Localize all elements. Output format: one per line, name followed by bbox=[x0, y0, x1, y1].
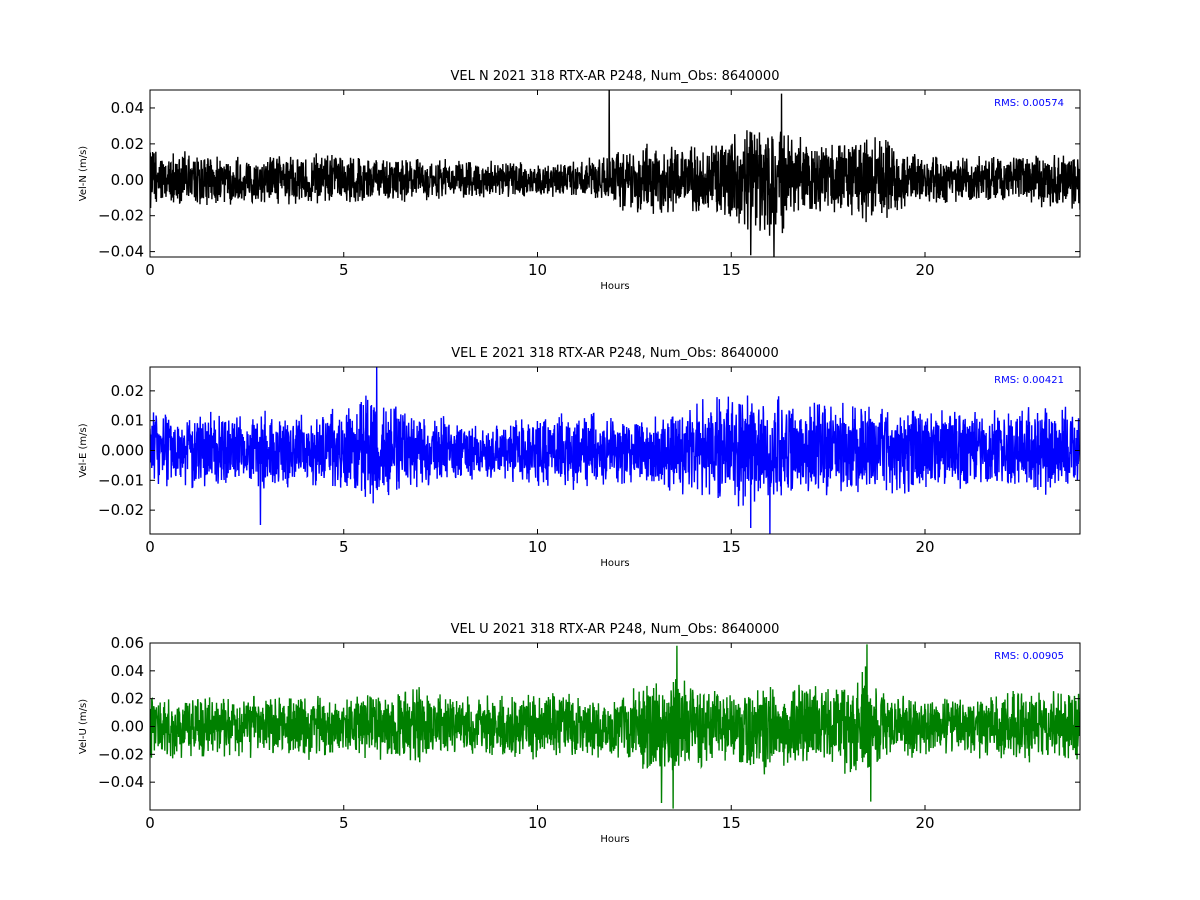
y-tick-label: 0.02 bbox=[111, 690, 144, 708]
x-tick-label: 15 bbox=[722, 538, 741, 556]
y-tick-label: 0.01 bbox=[111, 412, 144, 430]
y-tick-label: 0.04 bbox=[111, 99, 144, 117]
x-tick-label: 15 bbox=[722, 261, 741, 279]
y-axis-label: Vel-E (m/s) bbox=[78, 423, 89, 477]
y-tick-label: 0.000 bbox=[101, 442, 144, 460]
y-tick-label: −0.02 bbox=[98, 207, 144, 225]
y-tick-label: 0.00 bbox=[111, 718, 144, 736]
y-tick-label: −0.01 bbox=[98, 471, 144, 489]
x-tick-label: 0 bbox=[145, 538, 155, 556]
x-tick-label: 20 bbox=[915, 261, 934, 279]
y-tick-label: 0.06 bbox=[111, 634, 144, 652]
panel-title: VEL U 2021 318 RTX-AR P248, Num_Obs: 864… bbox=[451, 622, 780, 637]
y-tick-label: −0.02 bbox=[98, 501, 144, 519]
panel-1: 0 5 10 15 20 −0.04 −0.02 0.00 0.02 0.04 VEL N 2021… bbox=[78, 69, 1081, 292]
y-tick-label: 0.00 bbox=[111, 171, 144, 189]
panel-3: 0 5 10 15 20 −0.04 −0.02 0.00 0.02 0.04 0.06 VEL U … bbox=[78, 622, 1081, 845]
x-tick-label: 0 bbox=[145, 814, 155, 832]
rms-annotation: RMS: 0.00574 bbox=[994, 98, 1064, 109]
series-line bbox=[150, 90, 1080, 257]
y-tick-label: 0.02 bbox=[111, 382, 144, 400]
rms-annotation: RMS: 0.00905 bbox=[994, 651, 1064, 662]
series-line bbox=[150, 644, 1080, 809]
x-tick-label: 10 bbox=[528, 814, 547, 832]
x-tick-label: 0 bbox=[145, 261, 155, 279]
x-tick-label: 20 bbox=[915, 538, 934, 556]
x-tick-label: 5 bbox=[339, 814, 349, 832]
x-tick-label: 5 bbox=[339, 538, 349, 556]
x-tick-label: 5 bbox=[339, 261, 349, 279]
axes-frame bbox=[149, 89, 1081, 258]
y-tick-label: 0.02 bbox=[111, 135, 144, 153]
panel-title: VEL E 2021 318 RTX-AR P248, Num_Obs: 864… bbox=[451, 346, 778, 361]
panel-title: VEL N 2021 318 RTX-AR P248, Num_Obs: 864… bbox=[451, 69, 780, 84]
y-tick-label: −0.02 bbox=[98, 745, 144, 763]
x-axis-label: Hours bbox=[600, 281, 629, 292]
x-axis-label: Hours bbox=[600, 558, 629, 569]
y-tick-label: −0.04 bbox=[98, 243, 144, 261]
rms-annotation: RMS: 0.00421 bbox=[994, 375, 1064, 386]
y-tick-label: −0.04 bbox=[98, 773, 144, 791]
x-axis-label: Hours bbox=[600, 834, 629, 845]
y-axis-label: Vel-N (m/s) bbox=[78, 146, 89, 201]
y-axis-label: Vel-U (m/s) bbox=[78, 699, 89, 754]
x-tick-label: 15 bbox=[722, 814, 741, 832]
y-tick-label: 0.04 bbox=[111, 662, 144, 680]
x-tick-label: 10 bbox=[528, 261, 547, 279]
x-tick-label: 20 bbox=[915, 814, 934, 832]
panel-2: 0 5 10 15 20 −0.02 −0.01 0.000 0.01 0.02 VEL E 202… bbox=[78, 346, 1081, 569]
x-tick-label: 10 bbox=[528, 538, 547, 556]
series-line bbox=[150, 367, 1080, 534]
